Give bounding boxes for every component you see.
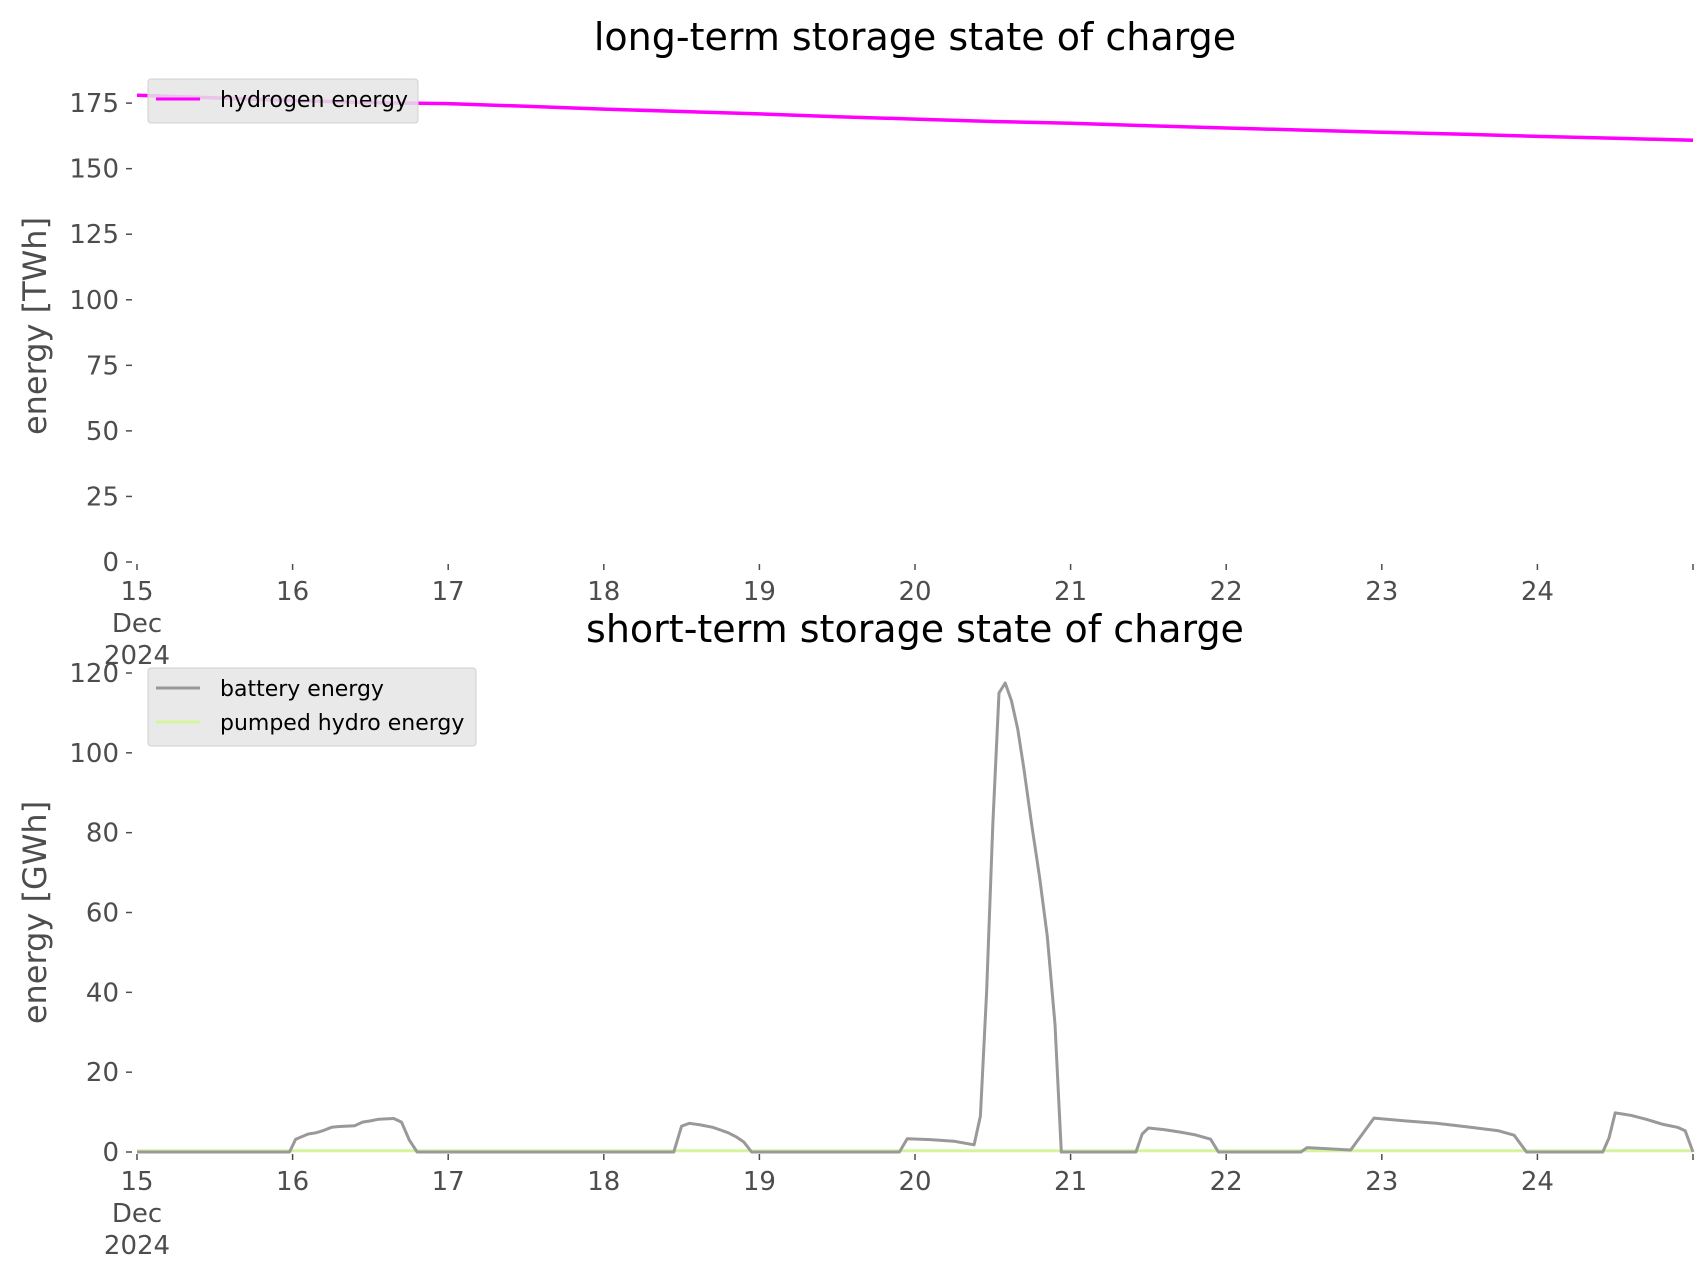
y-tick-label: 125: [69, 220, 119, 250]
x-tick-label: 15: [120, 1167, 153, 1197]
y-tick-label: 75: [86, 351, 119, 381]
x-tick-label: Dec: [112, 609, 162, 639]
y-tick-label: 20: [86, 1058, 119, 1088]
x-tick-label: 16: [276, 577, 309, 607]
x-tick-label: 18: [587, 1167, 620, 1197]
legend-box: [147, 78, 419, 124]
y-tick-label: 150: [69, 155, 119, 185]
legend-label: battery energy: [220, 677, 384, 702]
x-tick-label: 24: [1521, 577, 1554, 607]
y-axis-label: energy [TWh]: [16, 217, 54, 435]
series-line-0: [137, 681, 1695, 1154]
chart-title: long-term storage state of charge: [594, 15, 1236, 59]
y-tick-label: 100: [69, 739, 119, 769]
x-tick-label: 17: [432, 577, 465, 607]
y-tick-label: 100: [69, 286, 119, 316]
x-tick-label: 2024: [104, 641, 170, 671]
x-tick-label: 18: [587, 577, 620, 607]
chart-title: short-term storage state of charge: [586, 607, 1244, 651]
x-tick-label: Dec: [112, 1199, 162, 1229]
long-term-storage-chart: long-term storage state of charge energy …: [16, 15, 1694, 671]
x-tick-label: 23: [1365, 577, 1398, 607]
x-tick-label: 24: [1521, 1167, 1554, 1197]
y-tick-label: 60: [86, 899, 119, 929]
x-tick-label: 21: [1054, 577, 1087, 607]
y-axis-label: energy [GWh]: [16, 801, 54, 1024]
legend-box: [147, 667, 477, 747]
x-tick-label: 22: [1210, 577, 1243, 607]
legend-label: hydrogen energy: [220, 88, 408, 113]
y-tick-label: 80: [86, 819, 119, 849]
y-tick-label: 50: [86, 417, 119, 447]
x-tick-label: 20: [898, 577, 931, 607]
short-term-storage-chart: short-term storage state of charge energy…: [16, 607, 1695, 1261]
y-tick-label: 175: [69, 89, 119, 119]
x-tick-label: 23: [1365, 1167, 1398, 1197]
y-tick-label: 120: [69, 659, 119, 689]
y-tick-label: 0: [102, 1138, 119, 1168]
x-tick-label: 19: [743, 1167, 776, 1197]
y-tick-label: 40: [86, 978, 119, 1008]
x-tick-label: 21: [1054, 1167, 1087, 1197]
x-tick-label: 22: [1210, 1167, 1243, 1197]
x-tick-label: 16: [276, 1167, 309, 1197]
y-tick-label: 0: [102, 548, 119, 578]
x-tick-label: 19: [743, 577, 776, 607]
x-tick-label: 15: [120, 577, 153, 607]
x-tick-label: 17: [432, 1167, 465, 1197]
legend-label: pumped hydro energy: [220, 711, 464, 736]
y-tick-label: 25: [86, 482, 119, 512]
x-tick-label: 20: [898, 1167, 931, 1197]
x-tick-label: 2024: [104, 1231, 170, 1261]
